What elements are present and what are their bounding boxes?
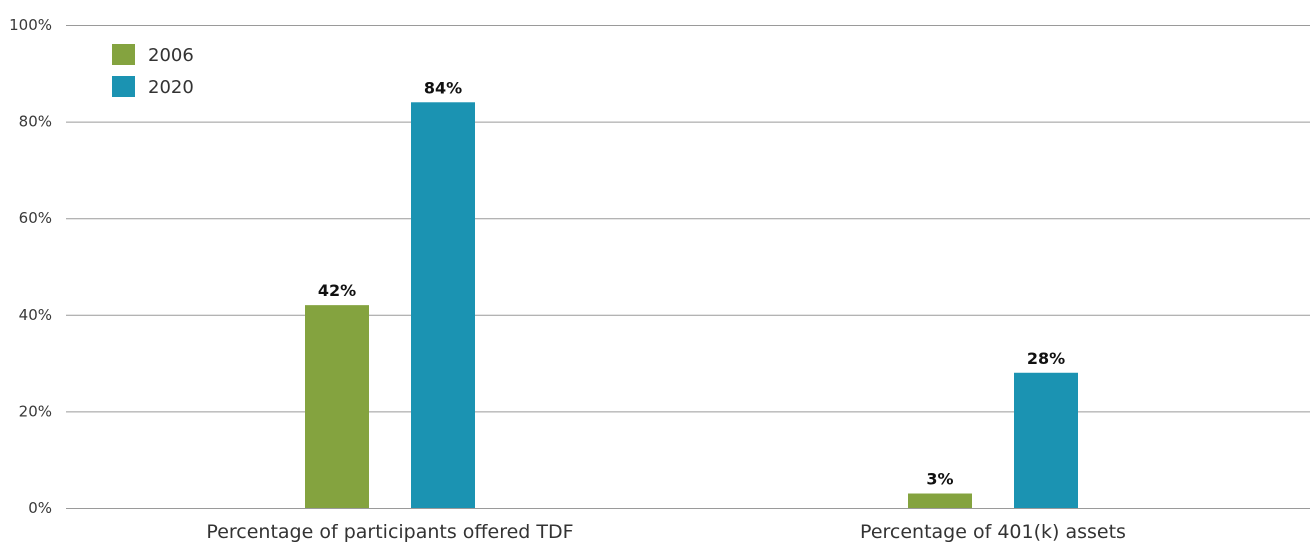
- data-label: 28%: [1027, 349, 1065, 368]
- y-tick-label: 60%: [19, 209, 52, 227]
- bar-2020: [411, 102, 475, 508]
- bar-2020: [1014, 372, 1078, 508]
- legend-swatch-2020: [112, 76, 135, 97]
- y-tick-label: 100%: [9, 16, 52, 34]
- bar-2006: [305, 305, 369, 508]
- legend: 2006 2020: [112, 44, 194, 98]
- legend-label-2020: 2020: [148, 77, 194, 98]
- y-axis-tick-labels: 0% 20% 40% 60% 80% 100%: [9, 16, 52, 517]
- bar-2006: [908, 493, 972, 508]
- y-tick-label: 80%: [19, 113, 52, 131]
- data-label: 3%: [926, 470, 953, 489]
- bars: [305, 102, 1078, 508]
- data-label: 84%: [424, 78, 462, 97]
- category-labels: Percentage of participants offered TDF Pe…: [206, 521, 1126, 543]
- legend-label-2006: 2006: [148, 45, 194, 66]
- y-tick-label: 20%: [19, 402, 52, 420]
- category-label: Percentage of participants offered TDF: [206, 521, 573, 543]
- data-labels: 42% 84% 3% 28%: [318, 78, 1065, 488]
- legend-swatch-2006: [112, 44, 135, 65]
- data-label: 42%: [318, 281, 356, 300]
- y-tick-label: 0%: [28, 499, 52, 517]
- category-label: Percentage of 401(k) assets: [860, 521, 1126, 543]
- gridlines: [66, 25, 1310, 509]
- y-tick-label: 40%: [19, 306, 52, 324]
